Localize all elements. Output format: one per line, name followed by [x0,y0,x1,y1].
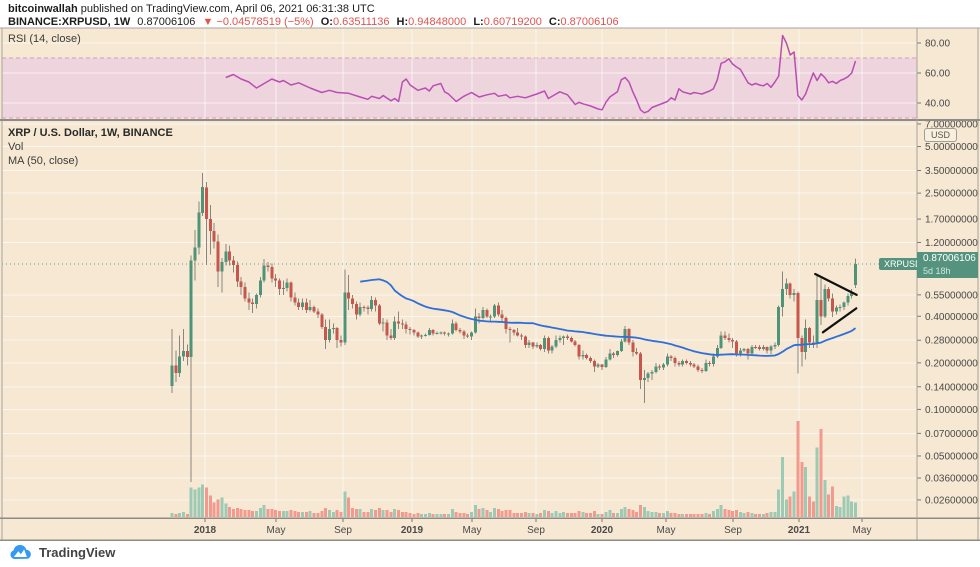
high-value: 0.94848000 [408,16,467,28]
price-tick-label: 0.20000000 [925,358,978,369]
trendline-drawings[interactable] [814,272,858,334]
price-tick-label: 2.50000000 [925,189,978,200]
price-tick-label: 5.00000000 [925,142,978,153]
footer-branding: TradingView [8,544,115,560]
symbol-price-tag: XRPUSD [879,258,927,270]
price-axis[interactable]: 7.00000000 5.00000000 3.50000000 2.50000000… [917,119,978,506]
current-price-axis-label: 0.87006106 5d 18h [917,252,978,278]
time-tick-label: Sep [724,525,742,536]
ma-line [360,278,857,357]
price-tick-label: 0.28000000 [925,336,978,347]
price-tick-label: 3.50000000 [925,166,978,177]
time-tick-label: 2018 [194,525,217,536]
open-value: 0.63511136 [332,16,390,28]
ma-legend[interactable]: MA (50, close) [8,155,79,167]
time-tick-label: May [657,525,676,536]
price-tick-label: 0.40000000 [925,312,978,323]
published-text: published on TradingView.com, April 06, … [77,3,375,15]
symbol-title[interactable]: BINANCE:XRPUSD, 1W [8,16,131,28]
rsi-axis[interactable]: 80.00 60.00 40.00 [917,39,950,110]
ohlc-readout: BINANCE:XRPUSD, 1W 0.87006106 ▼ −0.04578… [8,16,619,28]
tradingview-logo-icon[interactable] [8,544,32,560]
rsi-tick-label: 40.00 [925,99,950,110]
price-change: ▼ −0.04578519 (−5%) [202,16,314,28]
time-tick-label: Sep [527,525,545,536]
price-tick-label: 0.05000000 [925,451,978,462]
time-tick-label: May [267,525,286,536]
volume-legend[interactable]: Vol [8,141,24,153]
low-label: L: [473,16,484,28]
rsi-band [2,57,917,119]
published-line: bitcoinwallah published on TradingView.c… [8,3,375,15]
tradingview-wordmark[interactable]: TradingView [39,544,116,560]
high-label: H: [396,16,409,28]
rsi-tick-label: 60.00 [925,69,950,80]
price-tick-label: 0.07000000 [925,429,978,440]
time-tick-label: May [853,525,872,536]
last-price: 0.87006106 [137,16,196,28]
time-axis[interactable]: 2018 May Sep 2019 May Sep 2020 May Sep 2021 May [194,518,872,536]
close-label: C: [548,16,561,28]
low-value: 0.60719200 [483,16,542,28]
rsi-pane-legend[interactable]: RSI (14, close) [8,33,81,45]
rsi-line [225,34,857,114]
price-tick-label: 0.55000000 [925,290,978,301]
open-label: O: [320,16,333,28]
price-tick-label: 0.10000000 [925,405,978,416]
price-tick-label: 0.03600000 [925,474,978,485]
price-tick-label: 1.70000000 [925,215,978,226]
rsi-tick-label: 80.00 [925,39,950,50]
time-tick-label: Sep [334,525,352,536]
main-pane-title[interactable]: XRP / U.S. Dollar, 1W, BINANCE [8,127,173,139]
time-tick-label: 2021 [788,525,811,536]
price-tick-label: 7.00000000 [925,119,978,130]
currency-badge[interactable]: USD [924,128,958,142]
bar-countdown: 5d 18h [923,266,951,276]
gridlines [2,29,917,517]
price-tick-label: 0.02600000 [925,495,978,506]
time-tick-label: May [463,525,482,536]
time-tick-label: 2020 [591,525,614,536]
price-tick-label: 1.20000000 [925,238,978,249]
price-tick-label: 0.14000000 [925,382,978,393]
author-name: bitcoinwallah [8,3,78,15]
current-price-value: 0.87006106 [923,253,976,264]
volume-layer [170,420,858,517]
close-value: 0.87006106 [560,16,619,28]
main-pane-legend: XRP / U.S. Dollar, 1W, BINANCE Vol MA (5… [8,126,173,168]
chart-frame [0,27,980,541]
time-tick-label: 2019 [401,525,424,536]
